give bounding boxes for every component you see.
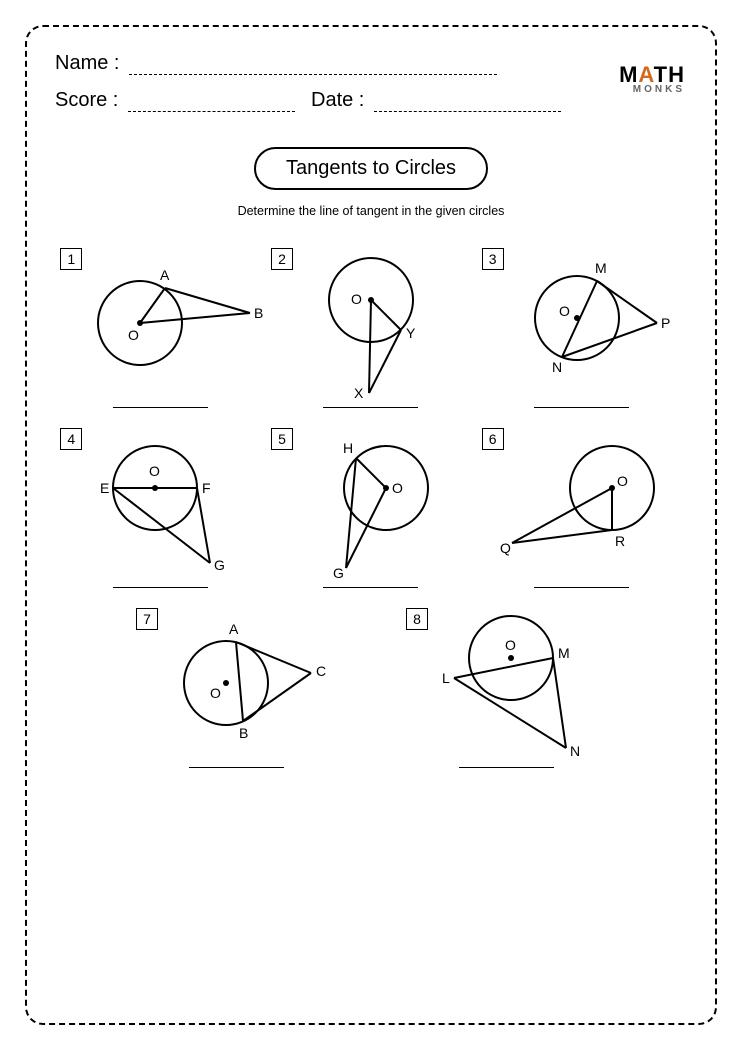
answer-blank[interactable] (459, 767, 554, 768)
answer-blank[interactable] (323, 587, 418, 588)
answer-blank[interactable] (189, 767, 284, 768)
figure-1: O A B (60, 238, 260, 403)
worksheet-frame: MATH MONKS Name : Score : Date : Tangent… (25, 25, 717, 1025)
problem-number: 1 (60, 248, 82, 270)
date-blank[interactable] (374, 94, 560, 112)
problem-cell: 8 O L M N (406, 598, 606, 768)
grid-row: 1 O A B 2 (55, 238, 687, 408)
svg-text:Q: Q (500, 540, 511, 556)
svg-text:B: B (254, 305, 263, 321)
brand-logo: MATH MONKS (619, 65, 685, 94)
figure-3: O M N P (482, 238, 682, 403)
problem-number: 6 (482, 428, 504, 450)
problem-cell: 5 O H G (271, 418, 471, 588)
problems-grid: 1 O A B 2 (55, 238, 687, 778)
answer-blank[interactable] (323, 407, 418, 408)
answer-blank[interactable] (534, 587, 629, 588)
svg-text:M: M (558, 645, 570, 661)
name-label: Name : (55, 52, 119, 75)
score-label: Score : (55, 89, 118, 112)
svg-text:M: M (595, 260, 607, 276)
svg-text:N: N (552, 359, 562, 375)
svg-text:C: C (316, 663, 326, 679)
figure-7: O A B C (136, 598, 336, 763)
svg-text:G: G (333, 565, 344, 581)
svg-text:O: O (505, 637, 516, 653)
problem-cell: 3 O M N P (482, 238, 682, 408)
answer-blank[interactable] (113, 407, 208, 408)
svg-text:N: N (570, 743, 580, 759)
svg-text:E: E (100, 480, 109, 496)
problem-number: 2 (271, 248, 293, 270)
title-wrap: Tangents to Circles (55, 147, 687, 190)
svg-text:O: O (351, 291, 362, 307)
name-row: Name : (55, 52, 687, 75)
figure-2: O Y X (271, 238, 471, 403)
svg-text:L: L (442, 670, 450, 686)
problem-cell: 6 O Q R (482, 418, 682, 588)
svg-text:G: G (214, 557, 225, 573)
svg-text:P: P (661, 315, 670, 331)
problem-number: 5 (271, 428, 293, 450)
svg-text:B: B (239, 725, 248, 741)
figure-6: O Q R (482, 418, 682, 583)
svg-text:O: O (392, 480, 403, 496)
problem-cell: 2 O Y X (271, 238, 471, 408)
svg-text:O: O (149, 463, 160, 479)
svg-text:A: A (229, 621, 239, 637)
worksheet-title: Tangents to Circles (254, 147, 488, 190)
problem-number: 4 (60, 428, 82, 450)
grid-row: 4 O E F G 5 (55, 418, 687, 588)
grid-row: 7 O A B C 8 (55, 598, 687, 768)
figure-5: O H G (271, 418, 471, 583)
score-blank[interactable] (128, 94, 295, 112)
problem-number: 3 (482, 248, 504, 270)
problem-cell: 7 O A B C (136, 598, 336, 768)
problem-number: 7 (136, 608, 158, 630)
svg-text:O: O (559, 303, 570, 319)
svg-text:A: A (160, 267, 170, 283)
svg-text:O: O (617, 473, 628, 489)
svg-text:O: O (210, 685, 221, 701)
answer-blank[interactable] (534, 407, 629, 408)
name-blank[interactable] (129, 57, 497, 75)
score-date-row: Score : Date : (55, 89, 561, 112)
svg-text:X: X (354, 385, 364, 401)
svg-text:Y: Y (406, 325, 416, 341)
problem-cell: 4 O E F G (60, 418, 260, 588)
figure-4: O E F G (60, 418, 260, 583)
figure-8: O L M N (406, 598, 606, 763)
problem-cell: 1 O A B (60, 238, 260, 408)
date-label: Date : (311, 89, 364, 112)
svg-text:F: F (202, 480, 211, 496)
instruction-text: Determine the line of tangent in the giv… (55, 204, 687, 218)
answer-blank[interactable] (113, 587, 208, 588)
svg-text:O: O (128, 327, 139, 343)
svg-text:H: H (343, 440, 353, 456)
problem-number: 8 (406, 608, 428, 630)
svg-text:R: R (615, 533, 625, 549)
